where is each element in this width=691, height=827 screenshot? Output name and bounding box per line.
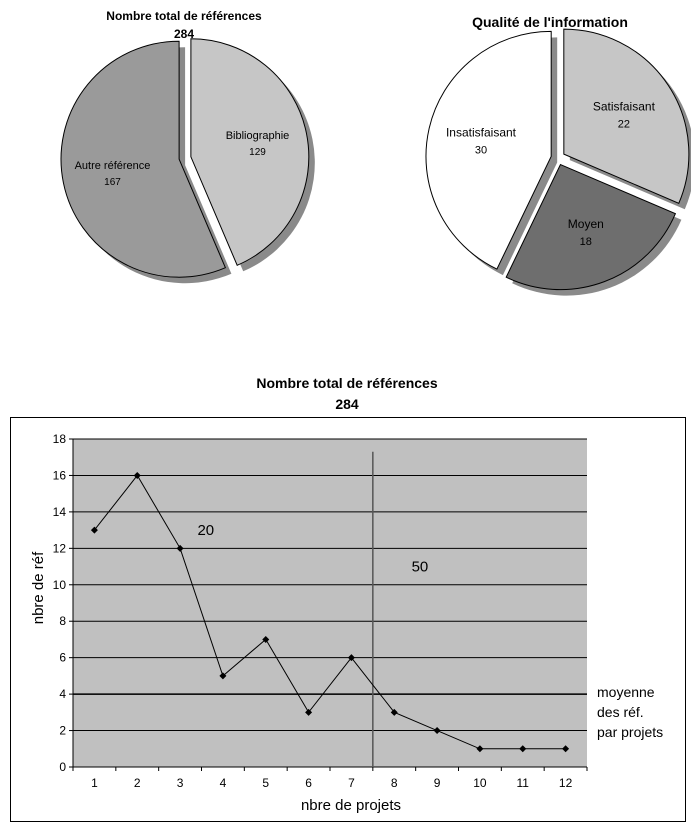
x-tick-label-6: 7 [348, 776, 355, 790]
pie2-slice-value-0: 22 [618, 119, 630, 131]
y-axis-label: nbre de réf [30, 551, 47, 624]
data-point-7 [390, 708, 398, 716]
y-tick-label-6: 12 [53, 541, 67, 555]
x-tick-label-7: 8 [391, 776, 398, 790]
pie2-slice-value-2: 30 [475, 144, 487, 156]
data-point-11 [562, 745, 570, 753]
data-point-5 [305, 708, 313, 716]
y-tick-label-0: 0 [59, 760, 66, 774]
pie1-slice-label-0: Bibliographie [226, 130, 290, 142]
x-tick-label-2: 3 [177, 776, 184, 790]
y-tick-label-2: 4 [59, 687, 66, 701]
data-point-0 [90, 526, 98, 534]
pie1-subtitle: 284 [174, 27, 194, 41]
data-point-1 [133, 471, 141, 479]
x-tick-label-11: 12 [559, 776, 573, 790]
data-point-9 [476, 745, 484, 753]
pie1-slice-1 [60, 40, 227, 278]
data-point-4 [262, 635, 270, 643]
x-tick-label-4: 5 [262, 776, 269, 790]
data-point-2 [176, 544, 184, 552]
region-label-1: 50 [412, 559, 429, 576]
data-point-6 [347, 654, 355, 662]
x-tick-label-3: 4 [220, 776, 227, 790]
pie2-title: Qualité de l'information [472, 14, 628, 30]
y-tick-label-8: 16 [53, 468, 67, 482]
pie1-slice-0 [190, 38, 310, 266]
line-chart: Nombre total de références 284 nbre de p… [30, 375, 663, 814]
pie-chart-quality: Qualité de l'information Satisfaisant 22 M… [425, 14, 691, 296]
pie2-slice-label-2: Insatisfaisant [446, 125, 517, 139]
average-line-label-0: moyenne [597, 684, 655, 700]
line-chart-title: Nombre total de références [256, 375, 437, 391]
data-point-10 [519, 745, 527, 753]
y-tick-label-7: 14 [53, 505, 67, 519]
pie2-slice-value-1: 18 [580, 236, 592, 248]
series-line [94, 474, 566, 750]
pie1-slice-label-1: Autre référence [75, 160, 151, 172]
line-chart-subtitle: 284 [335, 396, 359, 412]
data-point-3 [219, 672, 227, 680]
y-tick-label-5: 10 [53, 578, 67, 592]
pie2-slice-1 [505, 163, 677, 291]
average-line-label-1: des réf. [597, 704, 644, 720]
average-line-label-2: par projets [597, 724, 663, 740]
x-tick-label-8: 9 [434, 776, 441, 790]
y-tick-label-1: 2 [59, 724, 66, 738]
data-point-8 [433, 727, 441, 735]
x-tick-label-10: 11 [517, 776, 530, 790]
y-tick-label-4: 8 [59, 614, 66, 628]
plot-area [73, 439, 587, 767]
pie1-slice-value-1: 167 [104, 177, 121, 188]
x-tick-label-9: 10 [473, 776, 487, 790]
pie1-title: Nombre total de références [106, 9, 262, 23]
x-tick-label-5: 6 [305, 776, 312, 790]
region-label-0: 20 [197, 522, 214, 539]
y-tick-label-9: 18 [53, 432, 67, 446]
line-chart-frame [10, 417, 686, 822]
pie2-slice-label-0: Satisfaisant [593, 100, 656, 114]
x-tick-label-1: 2 [134, 776, 141, 790]
pie2-slice-2 [425, 30, 552, 270]
x-axis-label: nbre de projets [301, 797, 401, 814]
pie2-slice-label-1: Moyen [568, 217, 604, 231]
pie1-slice-value-0: 129 [249, 147, 266, 158]
pie-chart-references: Nombre total de références 284 Bibliogra… [60, 9, 315, 284]
y-tick-label-3: 6 [59, 651, 66, 665]
x-tick-label-0: 1 [91, 776, 98, 790]
pie2-slice-0 [563, 28, 690, 204]
